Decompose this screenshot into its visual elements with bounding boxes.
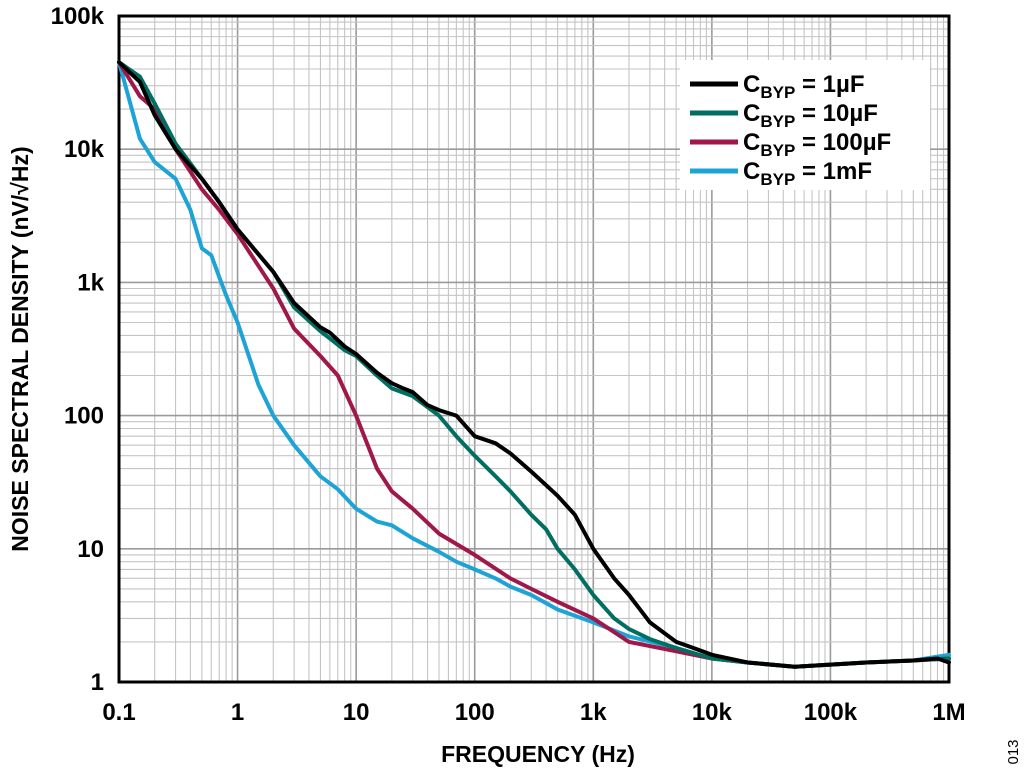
figure-id: 013 (1005, 739, 1022, 764)
y-tick-label: 10k (64, 136, 105, 163)
y-axis-title: NOISE SPECTRAL DENSITY (nV/√Hz) (7, 146, 33, 551)
x-tick-label: 1 (231, 699, 244, 726)
x-tick-label: 100k (804, 699, 858, 726)
y-tick-label: 1 (91, 669, 104, 696)
series-line (117, 60, 951, 669)
x-tick-label: 10k (692, 699, 733, 726)
x-tick-label: 1M (932, 699, 965, 726)
legend-label: CBYP = 1mF (743, 158, 872, 189)
y-tick-label: 100k (51, 3, 105, 30)
legend-label: CBYP = 100µF (743, 129, 891, 160)
x-tick-label: 0.1 (102, 699, 135, 726)
x-tick-label: 10 (343, 699, 370, 726)
y-tick-label: 10 (77, 536, 104, 563)
y-tick-label: 1k (77, 269, 104, 296)
legend-label: CBYP = 1µF (743, 71, 865, 102)
plot-frame (117, 14, 951, 684)
y-tick-label: 100 (64, 403, 104, 430)
x-axis-title: FREQUENCY (Hz) (441, 741, 635, 767)
grid (118, 16, 949, 683)
tick-labels: 0.1 1 10 100 1k 10k 100k 1M 1 10 100 1k 10k 100k (51, 3, 966, 726)
series-layer (117, 60, 951, 669)
x-tick-label: 1k (580, 699, 607, 726)
x-tick-label: 100 (455, 699, 495, 726)
legend-label: CBYP = 10µF (743, 100, 878, 131)
